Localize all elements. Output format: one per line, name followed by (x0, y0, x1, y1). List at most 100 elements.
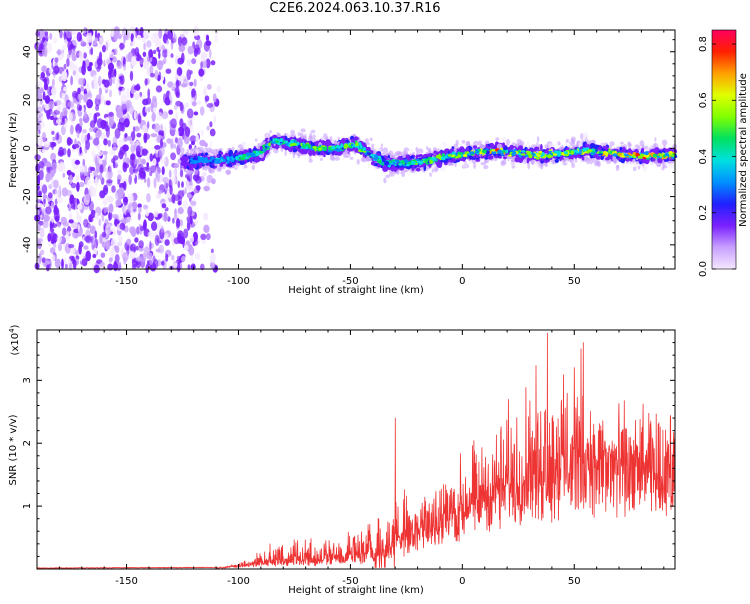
noise-cell (78, 244, 82, 255)
ridge-halo-cell (203, 147, 206, 153)
noise-cell (164, 239, 170, 246)
noise-cell (109, 89, 112, 98)
noise-cell (187, 206, 193, 217)
ridge-core-cell (253, 156, 258, 163)
ridge-halo-cell (668, 163, 674, 169)
noise-cell (169, 184, 173, 195)
noise-cell (68, 244, 75, 249)
noise-cell (52, 37, 58, 44)
noise-cell (189, 135, 197, 143)
noise-cell (135, 245, 139, 251)
noise-cell (214, 35, 218, 43)
noise-cell (77, 203, 83, 210)
noise-cell (145, 97, 152, 105)
noise-cell (53, 65, 60, 74)
noise-cell (170, 138, 174, 150)
noise-cell (209, 252, 216, 264)
noise-cell (74, 198, 78, 205)
noise-cell (153, 107, 156, 113)
noise-cell (38, 28, 45, 40)
noise-cell (96, 66, 101, 72)
ridge-halo-cell (415, 146, 419, 153)
noise-cell (158, 71, 162, 81)
noise-cell (177, 207, 184, 215)
noise-cell (48, 109, 53, 115)
noise-cell (128, 174, 132, 186)
noise-cell (115, 245, 120, 254)
ridge-halo-cell (269, 130, 272, 134)
noise-cell (189, 81, 194, 87)
noise-cell (190, 254, 194, 265)
noise-cell (206, 125, 210, 131)
noise-cell (123, 217, 128, 224)
noise-cell (74, 143, 80, 149)
noise-cell (43, 83, 49, 91)
noise-cell (112, 56, 117, 63)
ridge-halo-cell (431, 167, 434, 174)
noise-cell (62, 172, 66, 178)
noise-cell (199, 106, 205, 116)
noise-cell (99, 164, 104, 174)
ridge-core-cell (321, 140, 326, 144)
noise-cell (108, 203, 114, 214)
noise-cell (87, 65, 92, 72)
noise-cell (147, 121, 150, 129)
ridge-halo-cell (313, 134, 316, 139)
noise-cell (188, 244, 193, 249)
noise-cell (135, 92, 141, 100)
noise-cell (70, 75, 73, 86)
noise-cell (201, 172, 207, 177)
noise-cell (61, 227, 67, 236)
ridge-halo-cell (194, 168, 199, 176)
noise-cell (172, 176, 177, 184)
noise-cell (77, 87, 81, 95)
ridge-core-cell (581, 156, 585, 161)
ridge-core-cell (540, 144, 543, 151)
noise-cell (69, 124, 74, 135)
noise-cell (67, 148, 71, 158)
ridge-halo-cell (409, 148, 413, 154)
noise-cell (104, 125, 110, 132)
noise-cell (88, 127, 94, 132)
ridge-halo-cell (620, 141, 624, 145)
noise-cell (200, 233, 207, 240)
noise-cell (44, 76, 50, 86)
noise-cell (142, 37, 147, 43)
ridge-halo-cell (540, 163, 544, 170)
noise-cell (108, 166, 112, 175)
noise-cell (55, 187, 60, 199)
noise-cell (63, 63, 67, 70)
ridge-core-cell (479, 144, 485, 150)
ridge-halo-cell (632, 166, 637, 172)
noise-cell (120, 95, 127, 103)
noise-cell (199, 139, 206, 147)
noise-cell (138, 223, 141, 234)
noise-cell (51, 78, 55, 88)
noise-cell (203, 86, 207, 97)
noise-cell (166, 49, 170, 58)
noise-cell (142, 124, 148, 134)
noise-cell (84, 171, 89, 177)
noise-cell (209, 48, 212, 59)
noise-cell (126, 87, 130, 98)
noise-cell (149, 153, 153, 162)
noise-cell (136, 34, 142, 41)
noise-cell (160, 138, 163, 149)
noise-cell (203, 224, 210, 233)
noise-cell (63, 256, 67, 267)
noise-cell (146, 40, 152, 48)
noise-cell (110, 238, 117, 247)
noise-cell (145, 209, 149, 217)
noise-cell (89, 32, 92, 44)
noise-cell (83, 52, 87, 59)
noise-cell (56, 131, 60, 140)
noise-cell (41, 148, 46, 153)
ridge-halo-cell (380, 143, 383, 148)
ridge-core-cell (559, 156, 564, 161)
noise-cell (132, 172, 136, 179)
noise-cell (84, 236, 91, 242)
noise-cell (203, 40, 211, 52)
noise-cell (97, 75, 102, 87)
noise-cell (216, 85, 222, 93)
ridge-core-cell (619, 146, 623, 151)
